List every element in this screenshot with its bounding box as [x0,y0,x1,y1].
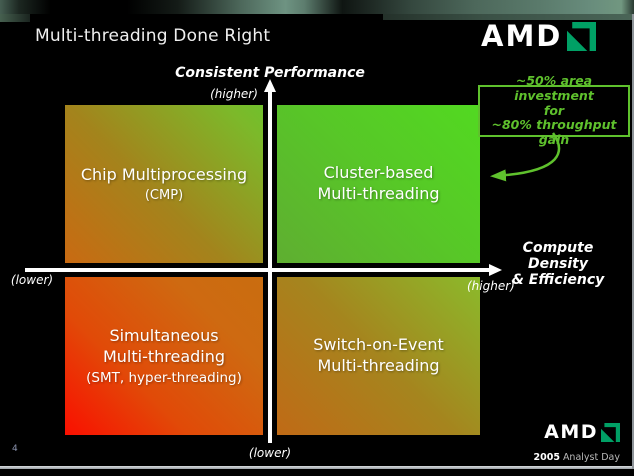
callout-line2: for [543,102,565,118]
quadrant-label: Multi-threading [102,347,226,366]
top-decoration-band [0,0,634,22]
right-edge-divider [632,14,634,469]
x-axis-line [25,268,489,272]
x-axis-lower-hint: (lower) [10,273,54,287]
event-caption: 2005 Analyst Day [533,452,620,463]
y-axis-title: Consistent Performance [175,65,365,81]
callout-line1: ~50% area investment [514,73,594,103]
bottom-edge-divider [0,466,634,469]
amd-logo-footer: AMD [544,423,620,442]
quadrant-sublabel: (CMP) [144,187,184,203]
quadrant-sublabel: (SMT, hyper-threading) [86,369,242,386]
quadrant-label: Cluster-based [323,163,434,183]
quadrant-chip-multiprocessing: Chip Multiprocessing (CMP) [65,105,263,263]
amd-logo: AMD [481,19,597,53]
x-axis-title-line1: Compute Density [522,240,594,273]
event-name: Analyst Day [562,452,620,463]
quadrant-cluster-based-multithreading: Cluster-based Multi-threading [277,105,480,263]
amd-arrow-icon [601,423,620,442]
x-axis-higher-hint: (higher) [467,279,515,293]
page-number: 4 [12,444,18,454]
amd-logo-text: AMD [481,19,563,53]
x-axis-arrowhead-icon [489,264,502,276]
x-axis-title: Compute Density & Efficiency [494,240,622,288]
x-axis-title-line2: & Efficiency [511,272,605,289]
y-axis-lower-hint: (lower) [248,446,292,460]
event-year: 2005 [533,452,560,463]
quadrant-simultaneous-multithreading: Simultaneous Multi-threading (SMT, hyper… [65,277,263,435]
y-axis-arrowhead-icon [264,79,276,92]
quadrant-label: Chip Multiprocessing [80,165,248,185]
quadrant-switch-on-event-multithreading: Switch-on-Event Multi-threading [277,277,480,435]
amd-logo-text: AMD [544,421,598,443]
quadrant-label: Multi-threading [317,184,440,203]
callout-curved-arrow-icon [490,132,561,182]
page-title: Multi-threading Done Right [35,26,271,46]
callout-line3: ~80% throughput gain [491,117,617,148]
quadrant-label: Switch-on-Event [313,335,444,355]
quadrant-label: Simultaneous [109,326,219,346]
y-axis-higher-hint: (higher) [210,87,258,101]
amd-arrow-icon [567,22,597,51]
quadrant-label: Multi-threading [317,356,440,375]
y-axis-line [268,90,272,443]
